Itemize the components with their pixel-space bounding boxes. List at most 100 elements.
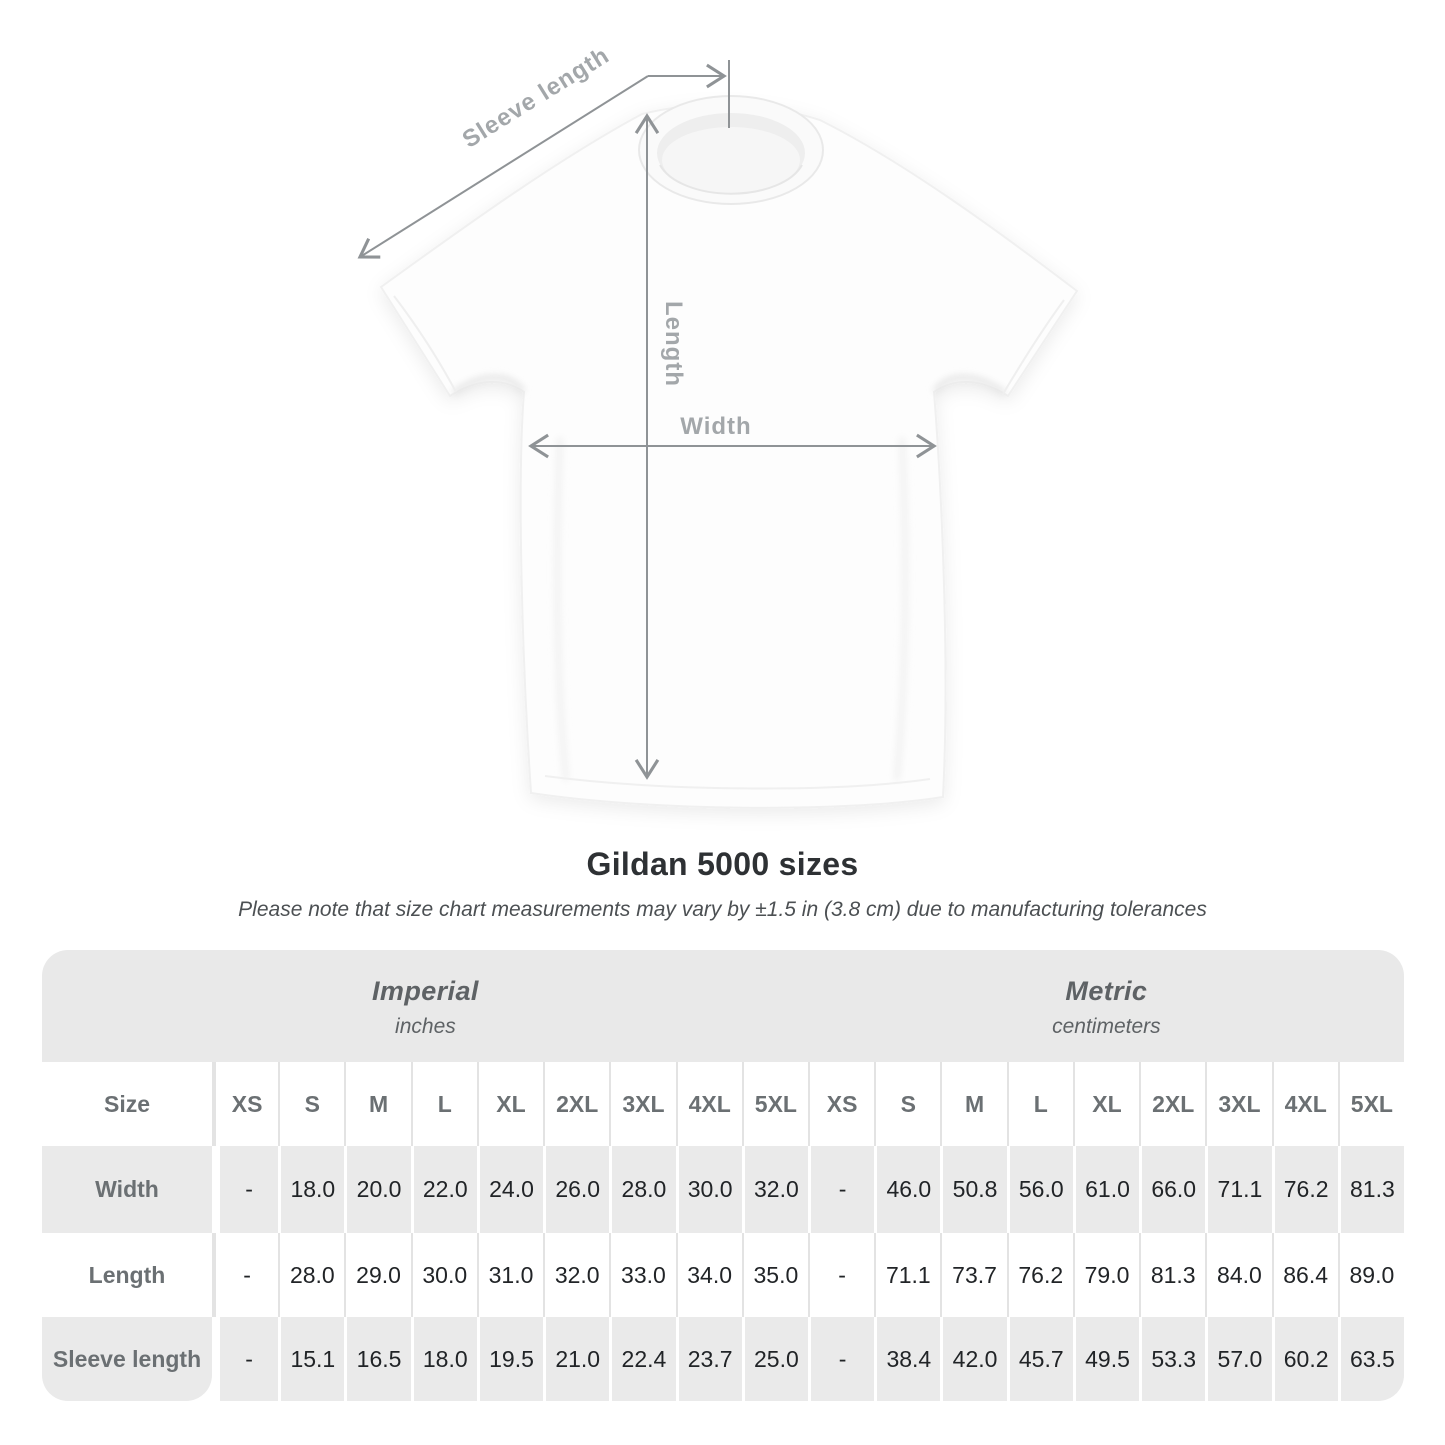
value-cell: 23.7 <box>675 1317 742 1401</box>
value-cell: 22.0 <box>410 1146 477 1233</box>
size-col-header: 4XL <box>1271 1062 1338 1146</box>
size-col-header: L <box>1006 1062 1073 1146</box>
metric-heading: Metric <box>1065 975 1148 1006</box>
measurement-lines <box>357 60 937 780</box>
sleeve-length-arrow <box>357 75 649 259</box>
value-cell: 35.0 <box>741 1233 808 1317</box>
value-cell: 81.3 <box>1337 1146 1404 1233</box>
size-col-header: S <box>874 1062 941 1146</box>
value-cell: 22.4 <box>609 1317 676 1401</box>
value-cell: 49.5 <box>1072 1317 1140 1401</box>
value-cell: - <box>212 1317 279 1401</box>
value-cell: 25.0 <box>741 1317 808 1401</box>
value-cell: 24.0 <box>476 1146 544 1233</box>
tshirt-collar <box>638 95 824 205</box>
size-col-header: 3XL <box>1205 1062 1272 1146</box>
size-col-header: M <box>344 1062 411 1146</box>
value-cell: 71.1 <box>1205 1146 1272 1233</box>
size-header-row: Size XS S M L XL 2XL 3XL 4XL 5XL XS S M L XL 2XL 3XL 4XL 5… <box>42 1062 1404 1146</box>
value-cell: 42.0 <box>940 1317 1007 1401</box>
value-cell: 45.7 <box>1006 1317 1073 1401</box>
value-cell: 18.0 <box>410 1317 477 1401</box>
value-cell: - <box>807 1146 875 1233</box>
size-col-header: 3XL <box>609 1062 676 1146</box>
value-cell: 32.0 <box>543 1233 610 1317</box>
row-label: Sleeve length <box>42 1317 212 1401</box>
value-cell: 73.7 <box>940 1233 1007 1317</box>
width-label: Width <box>680 413 751 440</box>
value-cell: 28.0 <box>609 1146 676 1233</box>
size-col-header: L <box>410 1062 477 1146</box>
value-cell: 30.0 <box>410 1233 477 1317</box>
size-col-header: 5XL <box>1337 1062 1404 1146</box>
value-cell: 66.0 <box>1139 1146 1206 1233</box>
value-cell: 15.1 <box>278 1317 345 1401</box>
unit-group-metric: Metric centimeters <box>809 950 1404 1062</box>
value-cell: 81.3 <box>1139 1233 1206 1317</box>
value-cell: 53.3 <box>1139 1317 1206 1401</box>
value-cell: 76.2 <box>1271 1146 1338 1233</box>
value-cell: - <box>212 1233 279 1317</box>
page-title: Gildan 5000 sizes <box>586 846 859 882</box>
value-cell: 38.4 <box>874 1317 941 1401</box>
value-cell: 63.5 <box>1337 1317 1404 1401</box>
imperial-unit: inches <box>395 1014 456 1038</box>
size-table: Imperial inches Metric centimeters Size X… <box>42 950 1404 1401</box>
size-col-header: 5XL <box>741 1062 808 1146</box>
value-cell: 26.0 <box>543 1146 610 1233</box>
tshirt-measurement-diagram: Sleeve length Length Width <box>357 42 1079 809</box>
value-cell: 19.5 <box>476 1317 544 1401</box>
value-cell: 30.0 <box>675 1146 742 1233</box>
imperial-heading: Imperial <box>372 975 479 1006</box>
value-cell: 56.0 <box>1006 1146 1073 1233</box>
value-cell: 60.2 <box>1271 1317 1338 1401</box>
metric-unit: centimeters <box>1052 1014 1161 1038</box>
sleeve-length-label: Sleeve length <box>458 42 615 154</box>
unit-header-band: Imperial inches Metric centimeters <box>42 950 1404 1062</box>
value-cell: 89.0 <box>1337 1233 1404 1317</box>
value-cell: 28.0 <box>278 1233 345 1317</box>
value-cell: 32.0 <box>741 1146 808 1233</box>
length-label: Length <box>660 301 687 387</box>
value-cell: 29.0 <box>344 1233 411 1317</box>
size-col-header: 2XL <box>1139 1062 1206 1146</box>
tolerance-note: Please note that size chart measurements… <box>238 898 1207 921</box>
value-cell: 34.0 <box>675 1233 742 1317</box>
value-cell: 57.0 <box>1205 1317 1272 1401</box>
size-col-header: XS <box>807 1062 875 1146</box>
size-col-header: XS <box>212 1062 279 1146</box>
size-col-header: 4XL <box>675 1062 742 1146</box>
value-cell: - <box>212 1146 279 1233</box>
value-cell: 61.0 <box>1072 1146 1140 1233</box>
row-label: Length <box>42 1233 212 1317</box>
size-col-header: XL <box>476 1062 544 1146</box>
measurement-row: Width -18.0 20.0 22.0 24.0 26.0 28.0 30.0 32.0-4… <box>42 1146 1404 1233</box>
value-cell: 86.4 <box>1271 1233 1338 1317</box>
value-cell: - <box>807 1233 875 1317</box>
value-cell: 33.0 <box>609 1233 676 1317</box>
row-label: Width <box>42 1146 212 1233</box>
row-label: Size <box>42 1062 212 1146</box>
unit-group-imperial: Imperial inches <box>42 950 809 1062</box>
value-cell: 31.0 <box>476 1233 544 1317</box>
measurement-row: Length -28.0 29.0 30.0 31.0 32.0 33.0 34.0 35.0-… <box>42 1233 1404 1317</box>
value-cell: 79.0 <box>1072 1233 1140 1317</box>
value-cell: 50.8 <box>940 1146 1007 1233</box>
value-cell: 21.0 <box>543 1317 610 1401</box>
size-col-header: M <box>940 1062 1007 1146</box>
value-cell: 46.0 <box>874 1146 941 1233</box>
value-cell: 84.0 <box>1205 1233 1272 1317</box>
measurement-row: Sleeve length -15.1 16.5 18.0 19.5 21.0 22.4 23… <box>42 1317 1404 1401</box>
value-cell: 20.0 <box>344 1146 411 1233</box>
value-cell: - <box>807 1317 875 1401</box>
value-cell: 71.1 <box>874 1233 941 1317</box>
value-cell: 76.2 <box>1006 1233 1073 1317</box>
size-col-header: S <box>278 1062 345 1146</box>
tshirt-image <box>379 95 1079 809</box>
size-col-header: XL <box>1072 1062 1140 1146</box>
size-col-header: 2XL <box>543 1062 610 1146</box>
size-table-rows: Size XS S M L XL 2XL 3XL 4XL 5XL XS S M L XL 2XL 3XL 4XL 5… <box>42 1062 1404 1401</box>
value-cell: 16.5 <box>344 1317 411 1401</box>
value-cell: 18.0 <box>278 1146 345 1233</box>
